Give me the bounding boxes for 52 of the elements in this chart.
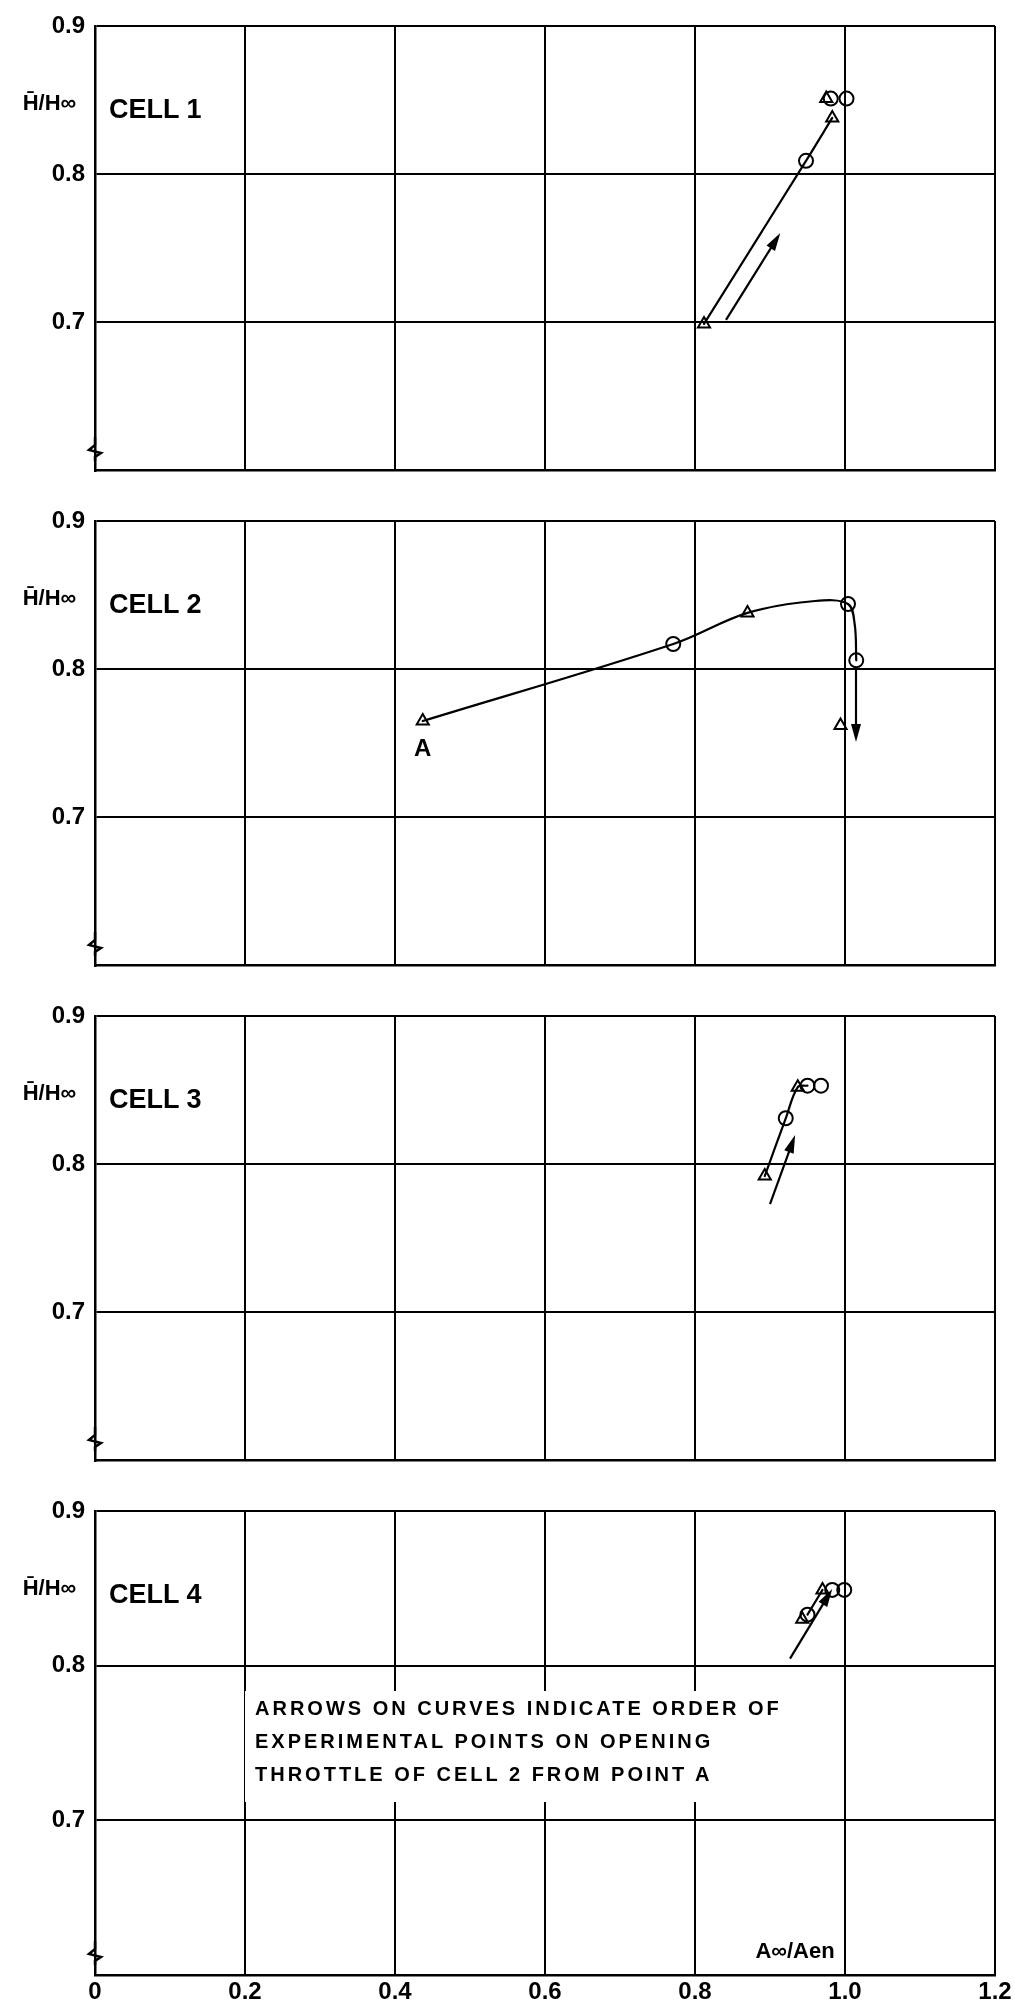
point [833,717,848,731]
y-tick-label: 0.8 [51,653,85,681]
point [815,1581,830,1595]
point [819,90,834,104]
point [813,1077,829,1094]
point [838,90,855,107]
annotation: A [414,733,432,761]
point [696,315,712,329]
point [795,1611,810,1624]
y-axis-title: H̄/H∞ [22,90,77,116]
y-axis-title: H̄/H∞ [22,1575,77,1601]
point [824,1581,841,1598]
point [740,604,755,618]
point [836,1581,853,1598]
point [848,652,865,669]
x-tick-label: 0.2 [228,1977,262,2005]
x-tick-label: 0.8 [678,1977,712,2005]
point [415,713,430,726]
point [665,636,682,653]
annotation: CELL 4 [109,1579,202,1610]
point [840,595,856,612]
annotation: CELL 3 [109,1084,202,1115]
point [822,90,839,107]
y-tick-label: 0.7 [51,307,85,335]
annotation: CELL 1 [109,94,202,125]
point [825,109,840,123]
x-tick-label: 1.0 [828,1977,862,2005]
point [790,1079,805,1092]
y-tick-label: 0.7 [51,1804,85,1832]
y-axis-title: H̄/H∞ [22,1080,77,1106]
point [798,152,814,169]
y-tick-label: 0.9 [51,505,85,533]
y-tick-label: 0.8 [51,1650,85,1678]
x-tick-label: 0.4 [378,1977,413,2005]
y-axis-title: H̄/H∞ [22,585,77,611]
x-tick-label: 0.6 [528,1977,562,2005]
point [777,1110,794,1127]
x-tick-label: 0 [88,1977,102,2005]
y-tick-label: 0.8 [51,1148,85,1176]
y-tick-label: 0.9 [51,1495,85,1523]
y-tick-label: 0.9 [51,10,85,38]
y-tick-label: 0.9 [51,1000,85,1028]
y-tick-label: 0.7 [51,802,85,830]
y-tick-label: 0.8 [51,158,85,186]
annotation: ARROWS ON CURVES INDICATE ORDER OF EXPERIMENTAL POINTS ON OPENING THROTTLE OF CELL 2 FROM POINT A [255,1696,782,1785]
x-tick-label: 1.2 [978,1977,1012,2005]
annotation: CELL 2 [109,589,202,620]
point [757,1168,772,1181]
point [799,1077,816,1094]
x-axis-title: A∞/Aen [755,1938,835,1964]
y-tick-label: 0.7 [51,1297,85,1325]
point [799,1606,816,1623]
